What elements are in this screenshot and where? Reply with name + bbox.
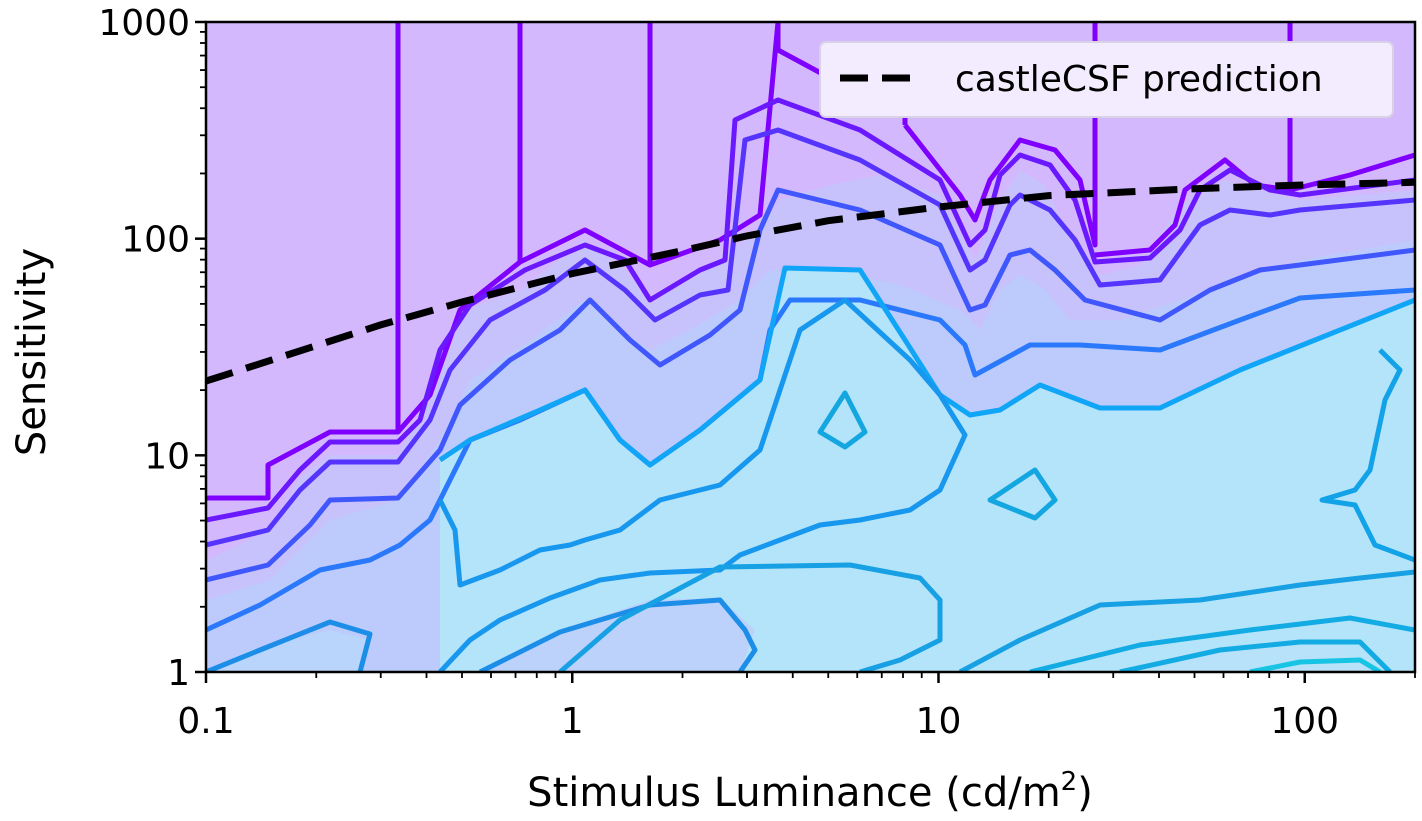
legend-box <box>819 41 1394 118</box>
x-tick-label: 10 <box>916 701 962 742</box>
x-tick-label: 1 <box>561 701 584 742</box>
x-axis-title-superscript: 2 <box>1061 767 1078 797</box>
y-axis-ticks: 1 10 100 1000 <box>98 3 206 694</box>
contour-line-lower-3 <box>1029 615 1415 672</box>
contour-line-band-2 <box>206 127 1415 548</box>
contour-line-inner-1 <box>438 265 1415 468</box>
castlecsf-prediction-line <box>206 178 1415 385</box>
x-axis-title: Stimulus Luminance (cd/m2) <box>527 767 1093 816</box>
y-tick-label: 1000 <box>98 3 190 44</box>
contour-line-inner-3 <box>1319 348 1415 563</box>
y-tick-label: 10 <box>144 436 190 477</box>
x-axis-title-close: ) <box>1077 770 1093 816</box>
x-axis-ticks: 0.1 1 10 100 <box>177 672 1416 742</box>
contour-line-lower-2 <box>558 562 1415 672</box>
plot-area <box>206 22 1415 672</box>
contour-fill-band-4 <box>206 630 370 672</box>
contour-lines <box>206 22 1415 672</box>
y-axis-title: Sensitivity <box>9 248 55 456</box>
x-axis-title-text: Stimulus Luminance (cd/m <box>527 770 1061 816</box>
plot-frame <box>204 20 1417 674</box>
y-tick-label: 1 <box>167 653 190 694</box>
contour-line-inner-5 <box>987 467 1058 521</box>
contour-line-band-1 <box>206 97 1415 523</box>
contour-line-lower-4 <box>1249 657 1382 672</box>
x-tick-label: 0.1 <box>177 701 234 742</box>
contour-line-lower-1 <box>206 597 758 672</box>
x-tick-label: 100 <box>1270 701 1339 742</box>
legend: castleCSF prediction <box>819 41 1394 118</box>
contour-line-band-3 <box>206 187 1415 583</box>
contour-fill-band-5 <box>480 598 755 672</box>
legend-label: castleCSF prediction <box>955 59 1323 100</box>
contour-line-inner-2 <box>437 297 968 672</box>
contour-line-inner-4 <box>817 390 868 450</box>
y-tick-label: 100 <box>121 220 190 261</box>
